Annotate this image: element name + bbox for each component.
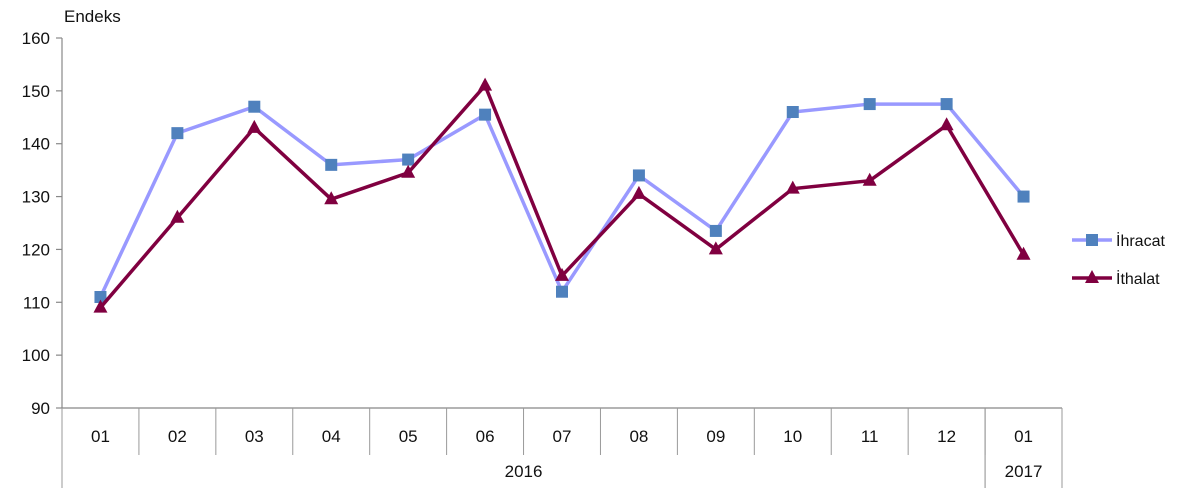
y-axis-title: Endeks [64, 7, 121, 26]
data-point-triangle [708, 241, 723, 255]
year-group-label: 2016 [505, 462, 543, 481]
data-point-square [171, 127, 184, 140]
data-point-square [479, 108, 492, 121]
data-point-triangle [170, 209, 185, 223]
x-axis: 01 02 03 04 05 06 07 08 09 10 11 12 01 2016 2017 [61, 407, 1063, 488]
data-point-triangle [631, 185, 646, 199]
x-tick-label: 12 [937, 427, 956, 446]
legend-marker-square [1086, 234, 1098, 246]
x-tick-label: 01 [91, 427, 110, 446]
y-axis: 90 100 110 120 130 140 150 160 [22, 29, 63, 418]
x-tick-label: 04 [322, 427, 341, 446]
year-group-label: 2017 [1005, 462, 1043, 481]
data-point-triangle [862, 172, 877, 186]
y-tick-label: 100 [22, 346, 50, 365]
data-point-triangle [324, 191, 339, 205]
x-tick-label: 09 [706, 427, 725, 446]
data-point-triangle [1016, 246, 1031, 260]
y-tick-label: 160 [22, 29, 50, 48]
data-point-square [632, 169, 645, 182]
y-tick-label: 140 [22, 135, 50, 154]
data-point-square [325, 158, 338, 171]
x-tick-label: 07 [553, 427, 572, 446]
data-point-square [940, 98, 953, 111]
data-point-square [1017, 190, 1030, 203]
data-point-triangle [401, 164, 416, 178]
data-point-square [248, 100, 261, 113]
data-point-triangle [555, 267, 569, 281]
data-point-square [709, 224, 722, 237]
x-tick-label: 01 [1014, 427, 1033, 446]
x-tick-label: 03 [245, 427, 264, 446]
data-point-square [786, 106, 799, 118]
data-point-triangle [939, 117, 954, 131]
data-point-triangle [93, 299, 108, 313]
data-point-square [94, 291, 107, 303]
legend-marker-triangle [1085, 270, 1099, 283]
x-tick-label: 08 [629, 427, 648, 446]
data-point-triangle [247, 119, 262, 133]
legend: İhracat İthalat [1072, 231, 1165, 288]
data-point-square [402, 153, 415, 166]
data-point-triangle [785, 180, 800, 194]
y-tick-label: 150 [22, 82, 50, 101]
y-tick-label: 130 [22, 188, 50, 207]
x-tick-label: 05 [399, 427, 418, 446]
x-tick-label: 06 [476, 427, 495, 446]
legend-label-0: İhracat [1116, 231, 1165, 250]
y-tick-label: 110 [23, 293, 50, 312]
series-layer [93, 77, 1031, 313]
x-tick-label: 11 [861, 427, 879, 446]
x-tick-label: 10 [783, 427, 802, 446]
x-tick-label: 02 [168, 427, 187, 446]
y-tick-label: 120 [22, 240, 50, 259]
legend-label-1: İthalat [1116, 269, 1160, 288]
data-point-square [556, 285, 568, 298]
data-point-triangle [478, 77, 493, 91]
y-tick-label: 90 [31, 399, 50, 418]
data-point-square [863, 98, 876, 111]
